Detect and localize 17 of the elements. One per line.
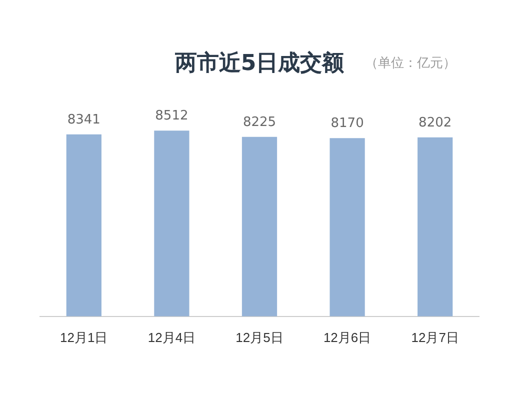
chart-title: 两市近5日成交额 — [174, 51, 344, 76]
data-label: 8202 — [418, 115, 452, 130]
x-tick-label: 12月4日 — [148, 330, 196, 345]
x-tick-label: 12月7日 — [411, 330, 459, 345]
x-tick-label: 12月6日 — [323, 330, 372, 345]
bar — [330, 138, 365, 316]
x-tick-label: 12月5日 — [236, 330, 284, 345]
chart-subtitle: （单位：亿元） — [365, 55, 456, 72]
data-label: 8512 — [155, 108, 188, 124]
data-label: 8341 — [67, 112, 100, 128]
bar — [66, 134, 102, 316]
bar — [242, 136, 278, 316]
bar — [418, 137, 453, 316]
data-label: 8225 — [242, 114, 276, 130]
data-label: 8170 — [330, 116, 364, 131]
x-tick-label: 12月1日 — [60, 330, 108, 345]
bar — [154, 130, 190, 316]
